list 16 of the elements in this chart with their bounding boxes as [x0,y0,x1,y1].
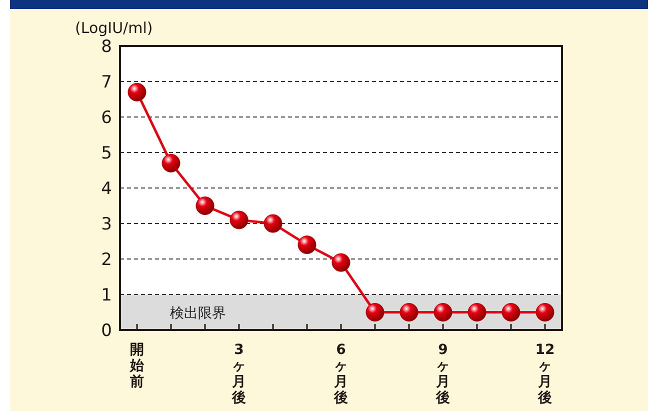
y-tick-label: 5 [101,144,112,164]
y-tick-label: 7 [101,72,112,92]
y-tick-label: 2 [101,250,112,270]
x-tick-label: 開始前 [129,342,145,390]
x-tick-label: 6ヶ月後 [333,342,348,406]
y-axis-title: (LogIU/ml) [75,19,153,37]
y-tick-label: 0 [101,321,112,341]
x-tick-label: 9ヶ月後 [435,342,450,406]
y-tick-label: 1 [101,286,112,306]
y-tick-label: 4 [101,179,112,199]
y-tick-label: 8 [101,37,112,57]
x-tick-label: 3ヶ月後 [231,342,246,406]
y-tick-label: 3 [101,214,112,234]
x-tick-label: 12ヶ月後 [535,342,555,406]
band-label: 検出限界 [170,305,226,322]
y-tick-label: 6 [101,108,112,128]
